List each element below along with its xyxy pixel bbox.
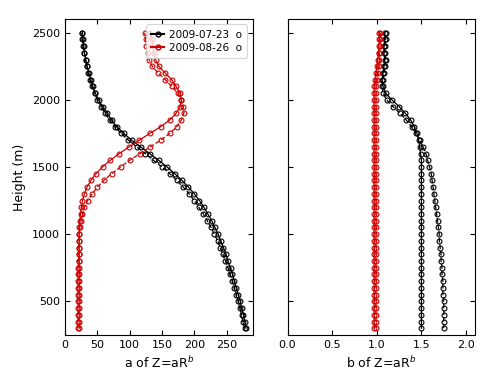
X-axis label: b of Z=aR$^b$: b of Z=aR$^b$ [346, 355, 416, 371]
Y-axis label: Height (m): Height (m) [14, 144, 26, 211]
X-axis label: a of Z=aR$^b$: a of Z=aR$^b$ [124, 355, 194, 371]
Legend: 2009-07-23  o, 2009-08-26  o: 2009-07-23 o, 2009-08-26 o [146, 25, 248, 58]
